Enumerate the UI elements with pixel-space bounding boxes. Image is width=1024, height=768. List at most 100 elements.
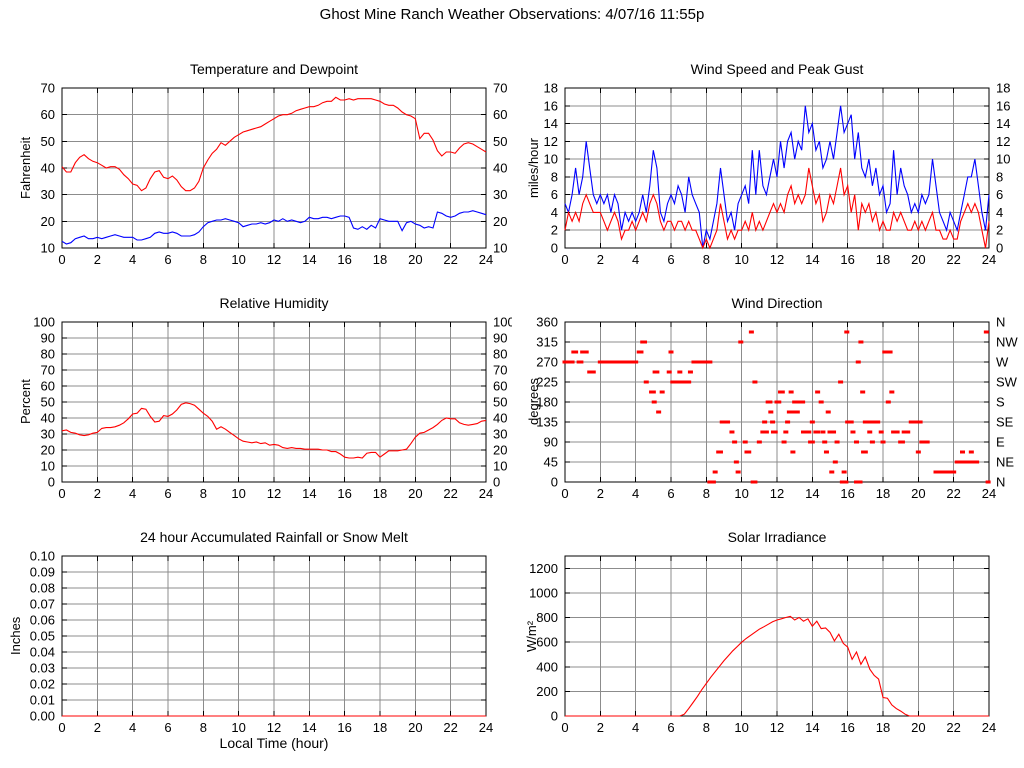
svg-text:4: 4	[632, 486, 639, 501]
rainfall-chart: 24 hour Accumulated Rainfall or Snow Mel…	[0, 523, 512, 768]
svg-text:400: 400	[536, 659, 558, 674]
svg-text:16: 16	[840, 252, 854, 267]
svg-text:0.00: 0.00	[30, 709, 55, 724]
svg-text:12: 12	[996, 134, 1010, 149]
page-title: Ghost Mine Ranch Weather Observations: 4…	[319, 6, 705, 23]
svg-text:60: 60	[41, 107, 55, 122]
svg-text:8: 8	[200, 720, 207, 735]
svg-text:80: 80	[41, 347, 55, 362]
svg-text:20: 20	[911, 720, 925, 735]
svg-text:0.07: 0.07	[30, 597, 55, 612]
svg-text:6: 6	[164, 720, 171, 735]
svg-text:4: 4	[129, 720, 136, 735]
svg-text:24: 24	[982, 720, 996, 735]
svg-text:30: 30	[41, 427, 55, 442]
svg-text:6: 6	[164, 486, 171, 501]
svg-text:4: 4	[996, 205, 1003, 220]
svg-text:0: 0	[58, 720, 65, 735]
svg-text:30: 30	[41, 187, 55, 202]
svg-text:2: 2	[597, 252, 604, 267]
svg-text:NW: NW	[996, 335, 1018, 350]
svg-text:18: 18	[373, 486, 387, 501]
svg-text:14: 14	[302, 486, 316, 501]
svg-text:24: 24	[982, 252, 996, 267]
svg-text:0: 0	[58, 486, 65, 501]
svg-text:12: 12	[770, 252, 784, 267]
svg-text:24: 24	[982, 486, 996, 501]
svg-text:45: 45	[544, 455, 558, 470]
svg-text:0: 0	[48, 475, 55, 490]
svg-text:30: 30	[493, 427, 507, 442]
chart-title: Temperature and Dewpoint	[189, 61, 359, 77]
svg-text:12: 12	[770, 486, 784, 501]
svg-text:20: 20	[408, 252, 422, 267]
svg-text:60: 60	[493, 379, 507, 394]
svg-text:135: 135	[536, 415, 558, 430]
svg-text:50: 50	[493, 134, 507, 149]
svg-text:0.05: 0.05	[30, 629, 55, 644]
svg-text:315: 315	[536, 335, 558, 350]
svg-text:12: 12	[770, 720, 784, 735]
svg-text:60: 60	[41, 379, 55, 394]
svg-text:8: 8	[703, 252, 710, 267]
svg-text:14: 14	[805, 252, 819, 267]
svg-text:100: 100	[493, 315, 512, 330]
svg-text:12: 12	[267, 720, 281, 735]
rainfall-plot: 0 2 4 6 8 10 12 14 16 18 20 22 240.000.010.020.030.0…	[30, 549, 494, 736]
svg-text:0: 0	[996, 241, 1003, 256]
x-axis-label: Local Time (hour)	[219, 735, 329, 751]
wind-direction-chart: Wind Direction degrees 0 2 4 6 8 10 12 14 16 18 20…	[512, 289, 1024, 523]
svg-text:12: 12	[267, 486, 281, 501]
svg-text:20: 20	[911, 486, 925, 501]
svg-text:360: 360	[536, 315, 558, 330]
svg-text:24: 24	[479, 252, 493, 267]
svg-text:8: 8	[996, 169, 1003, 184]
svg-text:0.01: 0.01	[30, 693, 55, 708]
svg-text:70: 70	[41, 363, 55, 378]
svg-text:90: 90	[493, 331, 507, 346]
svg-text:10: 10	[231, 720, 245, 735]
svg-text:1200: 1200	[529, 561, 558, 576]
svg-text:24: 24	[479, 720, 493, 735]
svg-text:16: 16	[337, 486, 351, 501]
svg-text:10: 10	[734, 252, 748, 267]
svg-text:6: 6	[996, 187, 1003, 202]
svg-text:14: 14	[805, 486, 819, 501]
svg-text:8: 8	[200, 486, 207, 501]
svg-text:2: 2	[996, 223, 1003, 238]
svg-text:20: 20	[911, 252, 925, 267]
svg-text:6: 6	[551, 187, 558, 202]
svg-text:14: 14	[544, 116, 558, 131]
svg-text:40: 40	[493, 161, 507, 176]
svg-text:2: 2	[597, 720, 604, 735]
svg-text:NE: NE	[996, 455, 1014, 470]
svg-text:2: 2	[94, 252, 101, 267]
svg-text:18: 18	[876, 252, 890, 267]
svg-text:0.02: 0.02	[30, 677, 55, 692]
svg-text:14: 14	[996, 116, 1010, 131]
chart-title: Wind Speed and Peak Gust	[690, 61, 864, 77]
svg-text:22: 22	[946, 252, 960, 267]
relative-humidity-chart: Relative Humidity Percent 0 2 4 6 8 10 12 14 16 1…	[0, 289, 512, 523]
svg-text:22: 22	[946, 486, 960, 501]
svg-text:100: 100	[33, 315, 55, 330]
svg-text:S: S	[996, 395, 1005, 410]
chart-title: Solar Irradiance	[727, 529, 827, 545]
svg-text:10: 10	[734, 486, 748, 501]
svg-text:270: 270	[536, 355, 558, 370]
svg-text:70: 70	[493, 81, 507, 96]
svg-text:4: 4	[632, 252, 639, 267]
svg-text:0.09: 0.09	[30, 565, 55, 580]
svg-text:18: 18	[996, 81, 1010, 96]
svg-text:50: 50	[41, 395, 55, 410]
svg-text:0: 0	[551, 241, 558, 256]
svg-text:SE: SE	[996, 415, 1014, 430]
svg-text:18: 18	[876, 720, 890, 735]
svg-text:50: 50	[41, 134, 55, 149]
svg-text:16: 16	[840, 486, 854, 501]
